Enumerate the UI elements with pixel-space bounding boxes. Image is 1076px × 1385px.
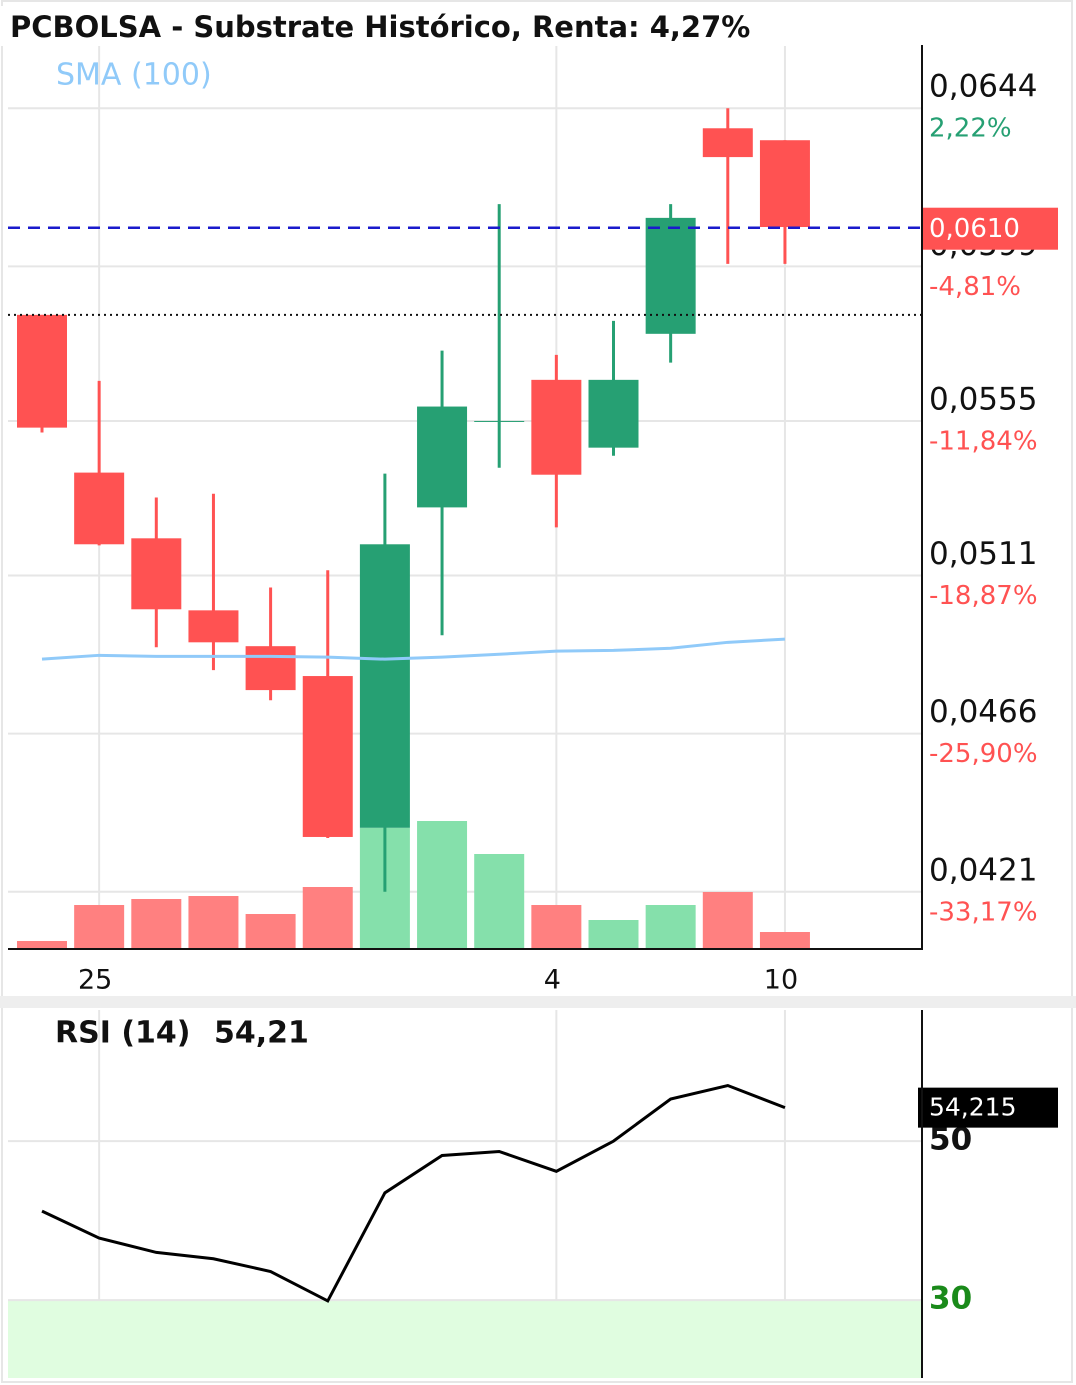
y-tick-pct: -25,90% (929, 739, 1038, 769)
last-price-label: 0,0610 (929, 214, 1020, 244)
y-tick-pct: -18,87% (929, 581, 1038, 611)
title-bg (0, 6, 920, 46)
volume-bar (245, 914, 296, 948)
y-tick-label: 0,0644 (929, 69, 1037, 105)
y-tick-label: 0,0555 (929, 381, 1037, 417)
rsi-line (41, 1083, 786, 1303)
candle-body (302, 676, 353, 837)
volume-bar (417, 821, 468, 948)
y-tick-label: 0,0511 (929, 536, 1037, 572)
x-tick-label: 10 (764, 965, 798, 996)
volume-bar (645, 905, 696, 948)
legend-sma: SMA (100) (56, 58, 212, 93)
x-tick-label: 4 (544, 965, 561, 996)
volume-bar (17, 941, 67, 948)
y-tick-label: 50 (929, 1122, 972, 1158)
sma-line (41, 637, 786, 661)
chart-title: PCBOLSA - Substrate Histórico, Renta: 4,… (10, 10, 750, 44)
rsi-value: 54,21 (214, 1016, 309, 1051)
candle-body (17, 314, 67, 428)
volume-bar (531, 905, 582, 948)
candle-body (588, 379, 639, 448)
candle-body (359, 544, 410, 828)
candle-body (188, 610, 239, 643)
candle-body (702, 128, 753, 158)
volume-bar (74, 905, 125, 948)
pane-separator (0, 996, 1076, 1008)
candle-body (645, 217, 696, 334)
volume-bar (188, 896, 239, 948)
volume-bar (474, 854, 525, 948)
grid (8, 45, 922, 1378)
volume-bar (702, 892, 753, 948)
y-tick-label: 30 (929, 1281, 972, 1317)
oversold-zone (8, 1300, 922, 1378)
candle-body (417, 406, 468, 508)
overlay: 0,06442,22%0,0599-4,81%0,0555-11,84%0,05… (8, 69, 1058, 1317)
candle-body (759, 140, 810, 228)
rsi-title: RSI (14) (55, 1016, 190, 1051)
volume-bar (588, 920, 639, 948)
y-tick-pct: -11,84% (929, 426, 1038, 456)
volume-bar (759, 932, 810, 948)
candle-body (531, 379, 582, 475)
rsi-last-box (918, 1087, 1058, 1128)
y-tick-pct: -33,17% (929, 897, 1038, 927)
volume-bar (302, 887, 353, 948)
y-tick-label: 0,0421 (929, 852, 1037, 888)
candle-body (474, 420, 525, 422)
candle-body (245, 646, 296, 691)
y-tick-pct: -4,81% (929, 272, 1021, 302)
volume-bar (131, 899, 182, 948)
marks (17, 108, 810, 1303)
y-tick-label: 0,0466 (929, 694, 1037, 730)
candle-body (74, 472, 125, 545)
last-price-box (922, 207, 1058, 250)
candle-body (131, 538, 182, 610)
rsi-last-label: 54,215 (929, 1093, 1016, 1122)
x-tick-label: 25 (78, 965, 112, 996)
y-tick-pct: 2,22% (929, 114, 1012, 144)
